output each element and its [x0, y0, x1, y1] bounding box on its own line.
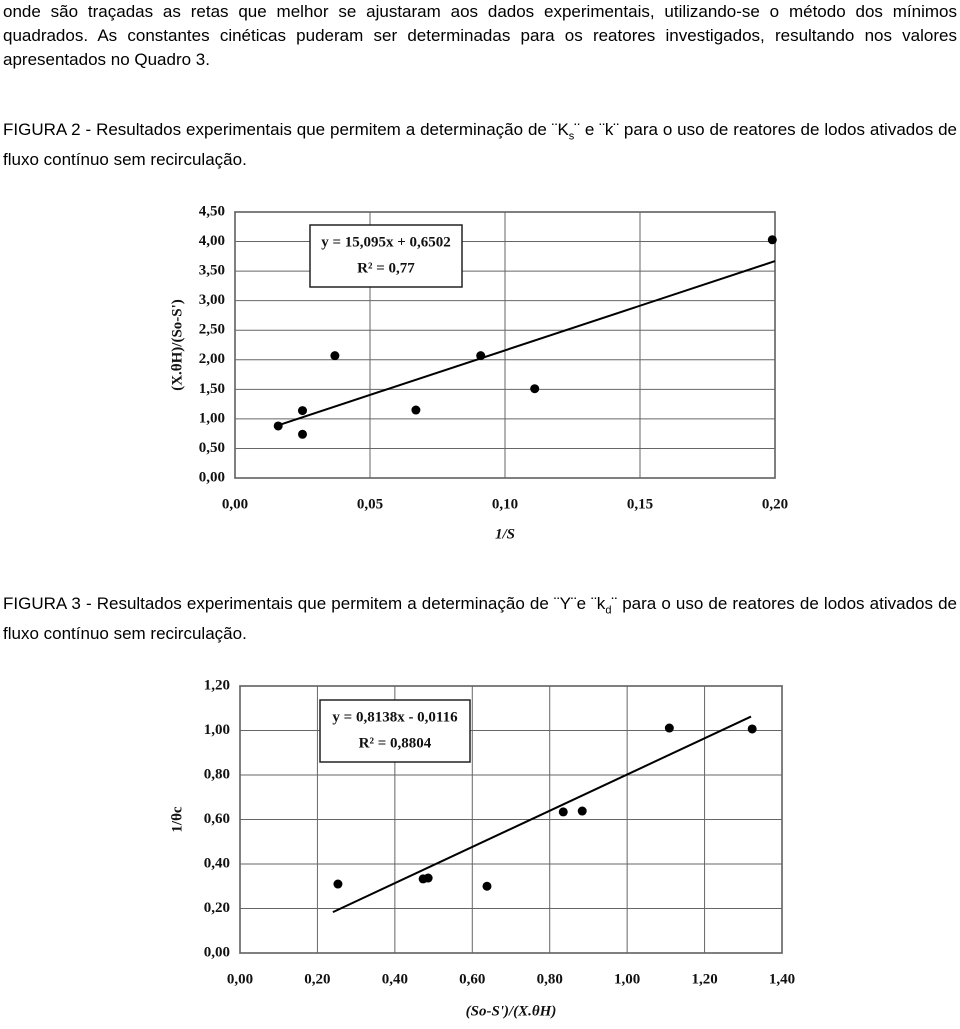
y-tick-label: 1,00 — [199, 410, 225, 426]
y-tick-label: 0,60 — [204, 811, 230, 827]
y-tick-label: 3,50 — [199, 263, 225, 279]
chart: 0,00 0,20 0,40 0,60 0,80 1,00 1,20 0,00 0,20 0,40… — [169, 677, 795, 1019]
point — [767, 235, 777, 245]
y-tick-label: 0,80 — [204, 766, 230, 782]
point — [330, 351, 340, 361]
y-axis-label: (X.θH)/(So-S') — [169, 299, 185, 391]
y-tick-label: 4,50 — [199, 203, 225, 219]
caption-sub: d — [605, 604, 612, 617]
point — [476, 351, 486, 361]
x-tick-label: 1,20 — [691, 971, 717, 987]
caption-sub: s — [568, 130, 575, 143]
equation: y = 15,095x + 0,6502 — [321, 234, 451, 250]
x-tick-label: 0,15 — [627, 496, 653, 512]
point — [664, 723, 674, 733]
point — [273, 421, 283, 431]
y-tick-label: 2,50 — [199, 322, 225, 338]
trendline — [275, 260, 776, 428]
x-tick-label: 0,05 — [357, 496, 383, 512]
x-tick-label: 0,40 — [382, 971, 408, 987]
caption-text: ¨ e ¨k¨ para o uso de reatores de lodos … — [3, 120, 957, 170]
trendline — [332, 715, 752, 914]
equation-box — [309, 224, 463, 288]
x-tick-label: 1,40 — [769, 971, 795, 987]
x-tick-label: 0,00 — [227, 971, 253, 987]
caption-text: ¨ para o uso de reatores de lodos ativad… — [3, 594, 957, 644]
caption: FIGURA 3 - Resultados experimentais que … — [3, 592, 957, 646]
paragraph: onde são traçadas as retas que melhor se… — [3, 2, 957, 69]
point — [558, 807, 568, 817]
y-tick-label: 4,00 — [199, 233, 225, 249]
equation: y = 0,8138x - 0,0116 — [332, 709, 458, 725]
point — [577, 806, 587, 816]
y-tick-label: 1,20 — [204, 677, 230, 693]
y-tick-label: 1,00 — [204, 722, 230, 738]
y-tick-label: 0,00 — [199, 469, 225, 485]
r-squared: R² = 0,77 — [357, 260, 415, 276]
point — [747, 724, 757, 734]
y-tick-label: 0,00 — [204, 944, 230, 960]
x-axis-label: (So-S')/(X.θH) — [466, 1003, 557, 1019]
point — [423, 873, 433, 883]
y-tick-label: 2,00 — [199, 351, 225, 367]
x-tick-label: 0,80 — [537, 971, 563, 987]
equation-box — [319, 699, 471, 763]
chart: 0,00 0,50 1,00 1,50 2,00 2,50 3,00 3,50 4,00 4,50… — [169, 203, 788, 542]
caption-text: FIGURA 2 - Resultados experimentais que … — [3, 120, 569, 139]
r-squared: R² = 0,8804 — [359, 735, 432, 751]
point — [333, 879, 343, 889]
y-tick-label: 0,40 — [204, 855, 230, 871]
y-tick-label: 0,20 — [204, 900, 230, 916]
x-tick-label: 0,20 — [304, 971, 330, 987]
x-axis-label: 1/S — [495, 526, 515, 542]
caption: FIGURA 2 - Resultados experimentais que … — [3, 118, 957, 172]
point — [298, 406, 307, 416]
x-tick-label: 0,20 — [762, 496, 788, 512]
point — [411, 405, 421, 415]
x-tick-label: 0,10 — [492, 496, 518, 512]
x-tick-label: 1,00 — [614, 971, 640, 987]
y-tick-label: 3,00 — [199, 292, 225, 308]
x-tick-label: 0,60 — [459, 971, 485, 987]
point — [530, 384, 540, 394]
caption-text: FIGURA 3 - Resultados experimentais que … — [3, 594, 606, 613]
y-tick-label: 0,50 — [199, 440, 225, 456]
y-axis-label: 1/θc — [169, 806, 185, 832]
y-tick-label: 1,50 — [199, 381, 225, 397]
point — [298, 429, 307, 439]
point — [482, 881, 492, 891]
x-tick-label: 0,00 — [222, 496, 248, 512]
